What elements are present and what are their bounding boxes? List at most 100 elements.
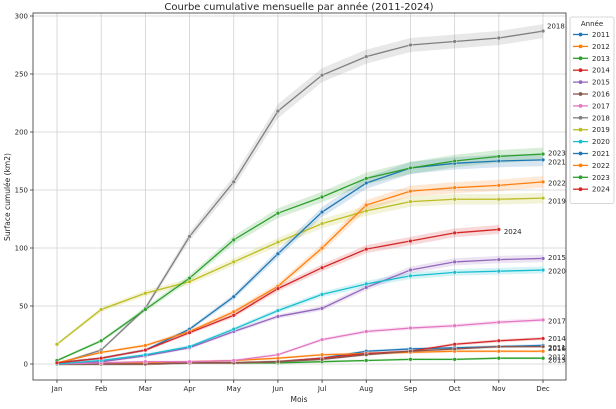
x-axis-label: Mois	[290, 395, 307, 404]
data-point-2018	[540, 28, 546, 34]
data-point-2013	[452, 357, 457, 362]
legend-item-2018: 2018	[573, 114, 610, 122]
data-point-2017	[364, 329, 369, 334]
legend-title: Année	[581, 20, 603, 28]
x-tick-label: Feb	[95, 385, 108, 393]
legend-box	[569, 16, 615, 205]
data-point-2021	[364, 180, 369, 186]
data-point-2022	[452, 185, 457, 190]
end-label-2014: 2014	[548, 335, 566, 343]
series-line-2016	[57, 345, 543, 365]
data-point-2023	[319, 194, 325, 200]
end-label-2016: 2016	[548, 345, 566, 353]
data-point-2020	[187, 344, 192, 349]
plot-area-frame	[32, 12, 567, 381]
data-point-2014	[540, 336, 546, 341]
legend-item-2015: 2015	[573, 79, 610, 87]
data-point-2024	[275, 286, 281, 291]
data-point-2019	[231, 259, 236, 265]
end-label-2019: 2019	[548, 198, 566, 206]
series-line-2023	[56, 153, 544, 362]
legend-marker-icon	[578, 115, 583, 120]
data-point-2024	[496, 227, 501, 232]
data-point-2021	[540, 157, 546, 162]
data-point-2012	[496, 349, 501, 354]
data-point-2018	[496, 35, 501, 41]
data-point-2017	[319, 337, 325, 342]
series-line-2017	[56, 319, 544, 365]
data-point-2018	[231, 179, 236, 184]
end-label-2022: 2022	[548, 179, 566, 187]
legend-marker-icon	[578, 32, 583, 37]
data-point-2024	[319, 265, 325, 270]
legend-marker-icon	[578, 139, 583, 144]
legend-marker-icon	[578, 44, 583, 49]
data-point-2012	[319, 352, 325, 357]
data-point-2022	[231, 309, 236, 314]
data-point-2022	[143, 343, 148, 348]
legend-label: 2015	[592, 79, 610, 87]
data-point-2016	[540, 344, 546, 349]
end-label-2023: 2023	[548, 150, 566, 158]
data-point-2017	[540, 317, 546, 323]
end-label-2024: 2024	[504, 228, 522, 236]
data-point-2015	[408, 267, 413, 273]
x-tick-label: Nov	[492, 385, 506, 393]
end-label-2021: 2021	[548, 158, 566, 166]
legend-marker-icon	[578, 104, 583, 108]
data-point-2021	[319, 209, 325, 215]
y-tick-label: 300	[15, 13, 28, 21]
legend-item-2022: 2022	[573, 162, 610, 170]
data-point-2017	[231, 358, 236, 363]
data-point-2020	[275, 308, 281, 313]
data-point-2024	[452, 230, 457, 236]
legend-marker-icon	[578, 68, 583, 73]
legend-item-2012: 2012	[573, 43, 610, 51]
x-tick-label: Dec	[536, 385, 550, 393]
legend-marker-icon	[578, 127, 583, 132]
y-tick-label: 100	[15, 245, 28, 253]
data-point-2015	[319, 306, 325, 311]
data-point-2023	[231, 237, 236, 242]
end-label-2020: 2020	[548, 268, 566, 276]
data-point-2012	[540, 349, 546, 354]
legend-item-2016: 2016	[573, 91, 610, 99]
data-point-2016	[496, 344, 501, 349]
data-point-2020	[540, 267, 546, 273]
x-tick-label: Apr	[183, 385, 195, 393]
data-point-2023	[408, 165, 413, 171]
data-point-2020	[452, 270, 457, 275]
data-point-2013	[408, 357, 413, 362]
end-label-2015: 2015	[548, 254, 566, 262]
legend-label: 2011	[592, 31, 610, 39]
legend-label: 2018	[592, 114, 610, 122]
data-point-2013	[364, 358, 369, 363]
data-point-2022	[99, 350, 104, 355]
data-point-2015	[452, 259, 457, 265]
x-tick-label: Jan	[51, 385, 63, 393]
y-tick-label: 0	[24, 361, 28, 369]
legend-label: 2012	[592, 43, 610, 51]
chart-title: Courbe cumulative mensuelle par année (2…	[164, 1, 433, 13]
data-point-2021	[231, 294, 236, 299]
legend-marker-icon	[578, 80, 583, 84]
data-point-2022	[408, 189, 413, 194]
legend-marker-icon	[578, 175, 583, 180]
data-point-2012	[275, 356, 281, 361]
legend-label: 2023	[592, 174, 610, 182]
data-point-2016	[275, 359, 281, 364]
data-point-2019	[364, 208, 369, 213]
data-point-2018	[187, 234, 192, 239]
data-point-2022	[364, 202, 369, 208]
legend-item-2019: 2019	[573, 126, 610, 134]
x-tick-label: Mar	[139, 385, 152, 393]
y-tick-label: 50	[19, 303, 28, 311]
data-point-2014	[452, 342, 457, 347]
y-tick-label: 200	[15, 129, 28, 137]
data-point-2024	[143, 347, 148, 353]
legend-label: 2014	[592, 67, 610, 75]
data-point-2018	[452, 39, 457, 44]
data-point-2023	[540, 151, 546, 157]
data-point-2024	[99, 356, 104, 361]
